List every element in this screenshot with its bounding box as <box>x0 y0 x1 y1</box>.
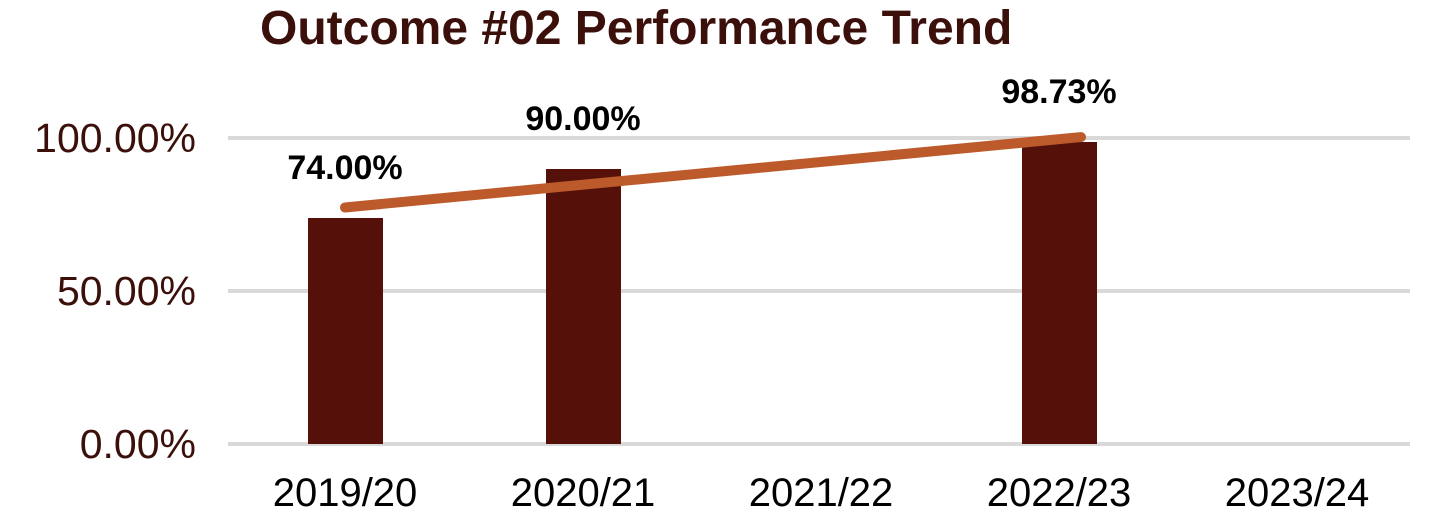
bar-data-label: 74.00% <box>287 148 403 187</box>
x-axis-tick-label: 2020/21 <box>510 471 656 515</box>
bar <box>545 168 621 444</box>
bar-data-label: 90.00% <box>525 99 641 138</box>
gridline <box>228 442 1410 446</box>
bar <box>307 217 383 444</box>
bar <box>1021 141 1097 444</box>
x-axis-tick-label: 2022/23 <box>986 471 1132 515</box>
y-axis-tick-label: 50.00% <box>56 268 196 314</box>
bar-data-label: 98.73% <box>1001 72 1117 111</box>
gridline <box>228 136 1410 140</box>
x-axis-tick-label: 2019/20 <box>272 471 418 515</box>
x-axis-tick-label: 2023/24 <box>1224 471 1370 515</box>
chart-title: Outcome #02 Performance Trend <box>260 2 1013 55</box>
y-axis-tick-label: 0.00% <box>79 421 196 467</box>
x-axis-tick-label: 2021/22 <box>748 471 894 515</box>
gridline <box>228 289 1410 293</box>
y-axis-tick-label: 100.00% <box>34 115 196 161</box>
